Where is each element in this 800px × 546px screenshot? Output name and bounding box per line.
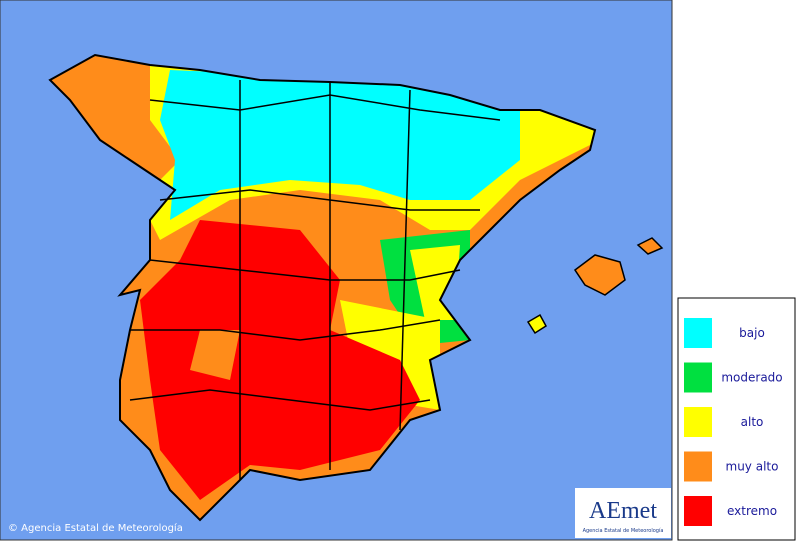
mainland-outline xyxy=(48,53,597,522)
balearic-islands xyxy=(526,237,664,335)
logo-name: AEmet xyxy=(589,498,657,524)
logo-box xyxy=(575,488,671,538)
logo: AEmet Agencia Estatal de Meteorología xyxy=(575,488,671,538)
province-borders xyxy=(129,80,501,480)
legend-label: extremo xyxy=(727,504,777,518)
legend: bajo moderado alto muy alto extremo xyxy=(684,318,783,526)
legend-label: bajo xyxy=(739,326,765,340)
legend-swatch xyxy=(684,318,712,348)
legend-swatch xyxy=(684,496,712,526)
copyright-text: © Agencia Estatal de Meteorología xyxy=(8,522,183,534)
legend-swatch xyxy=(684,362,712,393)
legend-swatch xyxy=(684,407,712,437)
legend-label: moderado xyxy=(721,371,782,385)
logo-subtitle: Agencia Estatal de Meteorología xyxy=(583,527,664,534)
copyright: © Agencia Estatal de Meteorología xyxy=(8,522,183,534)
legend-swatch xyxy=(684,451,712,482)
legend-label: muy alto xyxy=(726,460,779,474)
legend-label: alto xyxy=(741,415,764,429)
